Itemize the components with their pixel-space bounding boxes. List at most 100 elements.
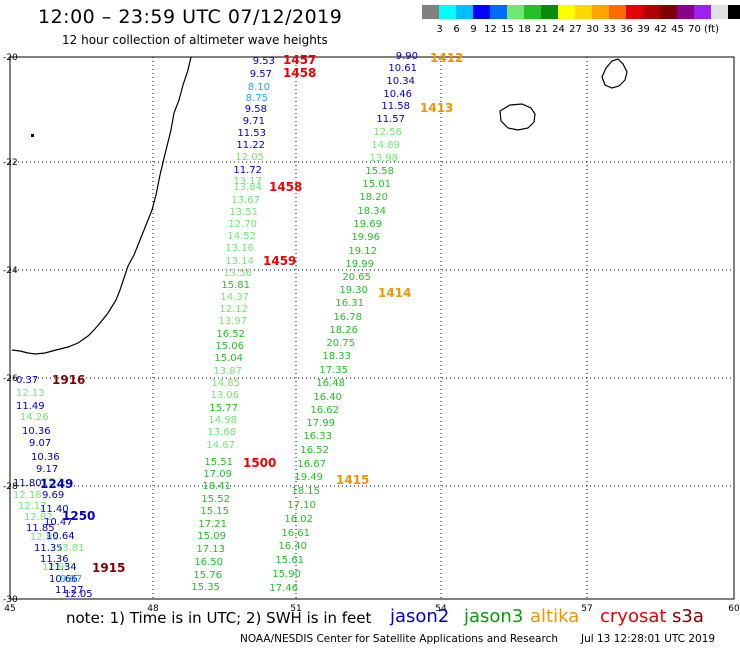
swh-value-label: 14.85 [211,378,240,389]
lat-tick-label: -24 [3,266,18,276]
swh-value-label: 11.72 [233,165,262,176]
swh-value-label: 20.75 [326,338,355,349]
swh-value-label: 17.10 [287,500,316,511]
swh-value-label: 9.17 [36,464,58,475]
swh-value-label: 10.34 [386,76,415,87]
swh-value-label: 9.90 [396,51,418,62]
swh-value-label: 9.07 [29,438,51,449]
swh-value-label: 19.12 [348,246,377,257]
scale-label: 36 [620,24,633,35]
map-title: 12:00 – 23:59 UTC 07/12/2019 [38,6,343,28]
generated-timestamp: Jul 13 12:28:01 UTC 2019 [581,633,716,645]
swh-value-label: 9.97 [60,574,82,585]
graticule [10,57,734,599]
swh-value-label: 16.48 [316,378,345,389]
swh-value-label: 13.67 [231,195,260,206]
pass-time-label: 1412 [430,51,463,65]
swh-value-label: 18.33 [322,351,351,362]
swh-value-label: 11.58 [381,101,410,112]
swh-value-label: 0.37 [16,375,38,386]
swh-value-label: 15.76 [193,570,222,581]
swh-value-label: 10.61 [388,63,417,74]
scale-label: 21 [535,24,548,35]
swh-value-label: 18.20 [359,192,388,203]
swh-value-label: 15.61 [275,555,304,566]
pass-time-label: 1458 [269,180,302,194]
swh-value-label: 17.35 [319,365,348,376]
lon-tick-label: 51 [290,604,301,614]
legend-jason3: jason3 [464,606,524,627]
swh-value-label: 17.21 [198,519,227,530]
map-subtitle: 12 hour collection of altimeter wave hei… [62,33,328,47]
pass-time-label: 1915 [92,561,125,575]
scale-label: 12 [484,24,497,35]
swh-value-label: 10.46 [383,89,412,100]
pass-time-label: 1414 [378,286,411,300]
swh-value-label: 19.49 [294,472,323,483]
mauritius-island-outline [601,58,628,89]
swh-value-label: 19.30 [339,285,368,296]
legend-s3a: s3a [672,606,704,627]
scale-swatch [643,5,660,19]
scale-label: 27 [569,24,582,35]
scale-swatch [524,5,541,19]
swh-value-label: 17.13 [196,544,225,555]
swh-value-label: 13.87 [213,366,242,377]
swh-value-label: 11.40 [40,504,69,515]
scale-swatch [592,5,609,19]
swh-value-label: 9.58 [245,104,267,115]
swh-value-label: 10.36 [31,452,60,463]
legend-jason2: jason2 [390,606,450,627]
swh-value-label: 15.77 [209,403,238,414]
swh-value-label: 12.18 [13,490,42,501]
lat-tick-label: -28 [3,482,18,492]
scale-swatch [558,5,575,19]
scale-label: 39 [637,24,650,35]
swh-value-label: 15.35 [191,582,220,593]
scale-label: 45 [671,24,684,35]
swh-value-label: 10.66 [49,574,78,585]
swh-value-label: 19.69 [353,219,382,230]
swh-value-label: 16.40 [278,541,307,552]
swh-value-label: 8.10 [248,82,270,93]
swh-value-label: 13.84 [233,182,262,193]
scale-label: 15 [501,24,514,35]
lon-tick-label: 57 [581,604,592,614]
scale-swatch [456,5,473,19]
scale-swatch [711,5,728,19]
scale-label: 6 [453,24,460,35]
scale-swatch [575,5,592,19]
swh-value-label: 15.04 [214,353,243,364]
swh-value-label: 12.70 [228,219,257,230]
swh-value-label: 14.26 [20,412,49,423]
pass-time-label: 1458 [283,66,316,80]
swh-value-label: 11.35 [34,543,63,554]
swh-value-label: 13.68 [207,427,236,438]
swh-value-label: 20.65 [342,272,371,283]
pass-time-label: 1413 [420,101,453,115]
swh-value-label: 11.53 [237,128,266,139]
swh-value-label: 11.80 [13,478,42,489]
scale-swatch [728,5,740,19]
swh-value-label: 15.90 [272,569,301,580]
swh-value-label: 16.33 [303,431,332,442]
legend-altika: altika [530,606,580,627]
swh-value-label: 10.47 [44,517,73,528]
swh-value-label: 13.14 [225,256,254,267]
pass-time-label: 1916 [52,373,85,387]
scale-label: 9 [470,24,477,35]
pass-time-label: 1415 [336,473,369,487]
swh-value-label: 19.96 [351,232,380,243]
reunion-island-outline [499,103,536,131]
swh-value-label: 16.50 [194,557,223,568]
swh-value-label: 8.75 [246,93,268,104]
scale-swatch [694,5,711,19]
lon-tick-label: 48 [147,604,159,614]
pass-time-label: 1250 [62,509,95,523]
lat-tick-label: -20 [3,53,18,63]
swh-value-label: 18.26 [329,325,358,336]
scale-swatch [490,5,507,19]
swh-value-label: 9.71 [243,116,265,127]
swh-value-label: 16.62 [310,405,339,416]
scale-swatch [439,5,456,19]
